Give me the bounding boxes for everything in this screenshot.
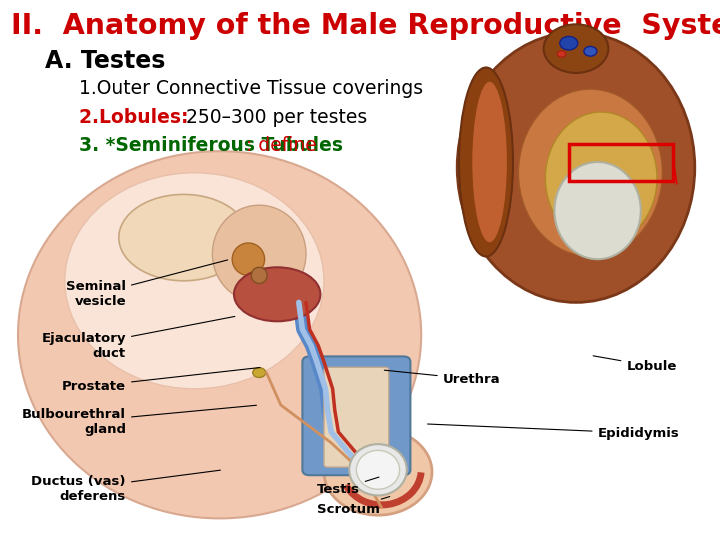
Ellipse shape [212, 205, 306, 302]
Text: 1.Outer Connective Tissue coverings: 1.Outer Connective Tissue coverings [79, 79, 423, 98]
Ellipse shape [584, 46, 597, 56]
Text: Ductus (vas)
deferens: Ductus (vas) deferens [32, 470, 220, 503]
Text: Prostate: Prostate [62, 368, 260, 393]
Ellipse shape [472, 81, 508, 243]
Text: Epididymis: Epididymis [428, 424, 680, 440]
Ellipse shape [324, 429, 432, 515]
Ellipse shape [18, 151, 421, 518]
Ellipse shape [349, 444, 407, 496]
Text: A. Testes: A. Testes [45, 49, 165, 72]
Ellipse shape [251, 267, 267, 284]
Ellipse shape [459, 68, 513, 256]
Text: Ejaculatory
duct: Ejaculatory duct [42, 316, 235, 360]
Text: Lobule: Lobule [593, 356, 677, 373]
Ellipse shape [234, 267, 320, 321]
Text: II.  Anatomy of the Male Reproductive  System: II. Anatomy of the Male Reproductive Sys… [11, 12, 720, 40]
Ellipse shape [554, 162, 641, 259]
Text: Testis: Testis [317, 477, 379, 496]
Text: Seminal
vesicle: Seminal vesicle [66, 260, 228, 308]
Ellipse shape [557, 51, 566, 57]
Ellipse shape [65, 173, 324, 389]
Ellipse shape [253, 368, 266, 377]
Ellipse shape [356, 450, 400, 489]
Ellipse shape [232, 243, 265, 275]
Ellipse shape [119, 194, 248, 281]
Ellipse shape [560, 37, 578, 50]
FancyBboxPatch shape [324, 367, 389, 467]
Text: 3. *Seminiferous Tubules: 3. *Seminiferous Tubules [79, 136, 343, 155]
Ellipse shape [544, 24, 608, 73]
Text: Scrotum: Scrotum [317, 497, 390, 516]
Ellipse shape [546, 112, 657, 244]
Text: 250–300 per testes: 250–300 per testes [186, 108, 367, 127]
Text: 2.Lobules:: 2.Lobules: [79, 108, 195, 127]
Text: Bulbourethral
gland: Bulbourethral gland [22, 405, 256, 436]
Text: Urethra: Urethra [384, 370, 500, 386]
Ellipse shape [518, 89, 662, 256]
Text: : define: : define [246, 136, 317, 155]
FancyBboxPatch shape [302, 356, 410, 475]
Ellipse shape [457, 32, 695, 302]
